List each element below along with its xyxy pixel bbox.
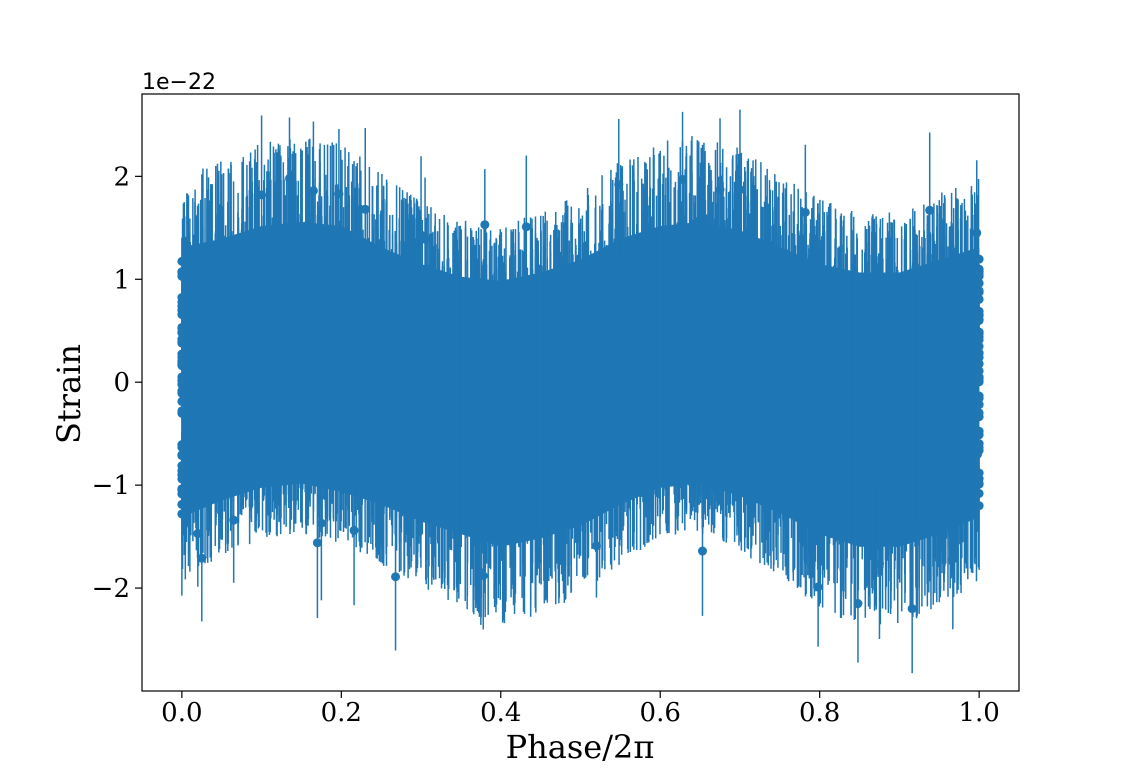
data-point [177, 499, 187, 509]
data-point [907, 604, 917, 614]
data-point [177, 310, 187, 320]
data-point [177, 271, 187, 281]
data-point [974, 294, 984, 304]
data-point [974, 430, 984, 440]
data-point [391, 572, 401, 582]
y-tick-label: 2 [113, 162, 130, 192]
data-point [316, 518, 326, 528]
data-point [257, 190, 267, 200]
data-point [974, 377, 984, 387]
data-point [974, 478, 984, 488]
data-point [349, 525, 359, 535]
y-tick-label: 1 [113, 265, 130, 295]
data-point [591, 541, 601, 551]
data-point [678, 174, 688, 184]
data-point [360, 204, 370, 214]
data-point [193, 529, 203, 539]
x-axis-label: Phase/2π [506, 728, 655, 766]
data-point [974, 254, 984, 264]
data-point [177, 442, 187, 452]
data-point [853, 599, 863, 609]
data-point [974, 366, 984, 376]
y-tick-label: −2 [92, 574, 130, 604]
data-point [521, 222, 531, 232]
data-point [800, 207, 810, 217]
data-point [308, 186, 318, 196]
x-tick-label: 0.0 [161, 698, 202, 728]
y-axis: −2 −1 0 1 2 [92, 162, 142, 604]
data-point [974, 278, 984, 288]
data-point [974, 329, 984, 339]
y-offset-label: 1e−22 [142, 70, 216, 95]
data-point [972, 228, 982, 238]
data-point [177, 301, 187, 311]
data-point [177, 292, 187, 302]
data-point [177, 334, 187, 344]
data-point [697, 546, 707, 556]
data-point [177, 327, 187, 337]
data-point [974, 393, 984, 403]
x-axis: 0.0 0.2 0.4 0.6 0.8 1.0 [161, 691, 1000, 728]
plot-frame [141, 93, 1020, 692]
data-point [177, 386, 187, 396]
data-point [177, 396, 187, 406]
x-tick-label: 0.2 [321, 698, 362, 728]
data-point [197, 553, 207, 563]
data-point [614, 180, 624, 190]
data-point [925, 205, 935, 215]
y-tick-label: −1 [92, 471, 130, 501]
data-point [177, 376, 187, 386]
data-point [974, 488, 984, 498]
data-point [974, 352, 984, 362]
data-point [334, 189, 344, 199]
data-point [177, 451, 187, 461]
data-point [974, 412, 984, 422]
data-point [715, 185, 725, 195]
data-point [974, 468, 984, 478]
x-tick-label: 0.4 [480, 698, 521, 728]
data-point [420, 234, 430, 244]
data-point [177, 509, 187, 519]
data-point [177, 360, 187, 370]
y-tick-label: 0 [113, 368, 130, 398]
data-point [874, 558, 884, 568]
x-tick-label: 0.8 [799, 698, 840, 728]
data-point [974, 286, 984, 296]
data-point [284, 173, 294, 183]
data-point [177, 489, 187, 499]
data-point [948, 554, 958, 564]
data-point [974, 442, 984, 452]
data-point [735, 185, 745, 195]
y-axis-label: Strain [50, 344, 88, 444]
data-point [480, 220, 490, 230]
data-point [974, 359, 984, 369]
data-point [974, 310, 984, 320]
data-layer [177, 109, 984, 674]
data-point [478, 571, 488, 581]
x-tick-label: 1.0 [958, 698, 999, 728]
data-point [974, 400, 984, 410]
data-point [177, 461, 187, 471]
x-tick-label: 0.6 [640, 698, 681, 728]
data-point [974, 501, 984, 511]
data-point [974, 268, 984, 278]
data-point [974, 341, 984, 351]
data-point [177, 474, 187, 484]
data-point [229, 515, 239, 525]
data-point [813, 582, 823, 592]
data-point [177, 256, 187, 266]
data-point [177, 406, 187, 416]
data-point [312, 538, 322, 548]
